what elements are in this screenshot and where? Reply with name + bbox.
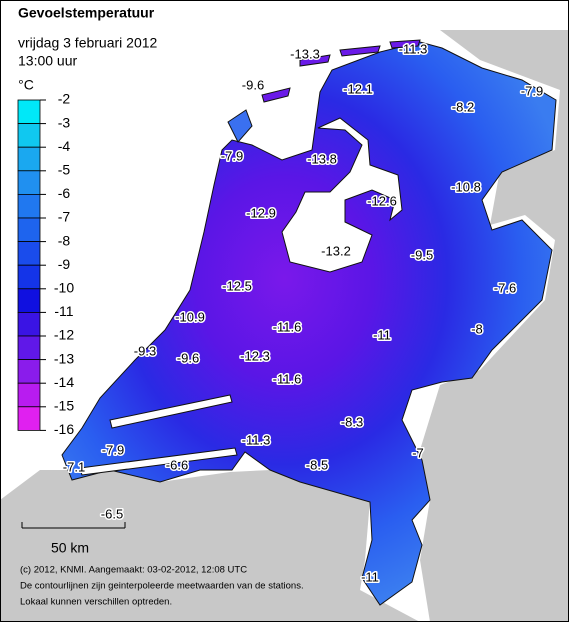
legend-swatch: [17, 288, 41, 313]
texel: [227, 109, 253, 143]
station-value: -7.6: [494, 280, 516, 295]
legend-swatch: [17, 146, 41, 172]
date: vrijdag 3 februari 2012: [18, 35, 158, 51]
station-value: -11: [373, 327, 391, 342]
legend-label: -4: [58, 138, 71, 154]
belgium: [0, 470, 420, 622]
station-value: -12.3: [240, 348, 270, 363]
legend-swatch: [17, 241, 41, 266]
station-value: -12.1: [343, 81, 373, 96]
station-value: -9.5: [411, 247, 433, 262]
schelde: [79, 447, 238, 476]
station-value: -6.5: [101, 506, 123, 521]
legend-label: -14: [54, 374, 74, 390]
footer-line: De contourlijnen zijn geinterpoleerde me…: [20, 581, 304, 592]
legend-label: -16: [54, 421, 74, 437]
station-value: -13.3: [290, 46, 320, 61]
station-value: -11.3: [399, 41, 428, 56]
legend-swatch: [17, 99, 41, 125]
legend-label: -8: [58, 232, 71, 248]
station-value: -12.9: [246, 205, 276, 220]
time: 13:00 uur: [18, 53, 77, 69]
legend-label: -9: [58, 256, 71, 272]
legend-swatch: [17, 193, 41, 219]
legend-label: -11: [54, 303, 73, 319]
legend-swatch: [17, 335, 41, 361]
station-value: -7.1: [63, 459, 85, 474]
legend-swatch: [17, 123, 41, 148]
station-value: -9.3: [134, 343, 156, 358]
legend-unit: °C: [18, 77, 34, 93]
station-value: -11.3: [242, 432, 271, 447]
station-value: -7: [412, 445, 424, 460]
legend-label: -5: [58, 162, 71, 178]
station-value: -6.6: [166, 457, 188, 472]
legend-label: -3: [58, 114, 71, 130]
legend: -2 -3 -4 -5 -6 -7 -8 -9 -10 -11 -12 -13 -14 -15 -16: [17, 91, 74, 437]
legend-label: -2: [58, 91, 71, 107]
station-value: -10.8: [451, 179, 481, 194]
scale-label: 50 km: [51, 540, 89, 556]
wadden-islands: [261, 39, 421, 103]
legend-swatch: [17, 382, 41, 408]
station-value: -7.9: [102, 442, 124, 457]
netherlands: [61, 41, 557, 606]
station-value: -9.6: [177, 350, 199, 365]
station-value: -8.5: [306, 457, 328, 472]
station-value: -11.6: [273, 319, 302, 334]
station-value: -8: [471, 321, 483, 336]
legend-label: -7: [58, 209, 71, 225]
legend-label: -6: [58, 185, 71, 201]
station-labels: -13.3 -11.3 -9.6 -12.1 -8.2 -7.9 -7.9 -13.8 -12.…: [61, 40, 544, 586]
legend-swatch: [17, 170, 41, 195]
footer-line: (c) 2012, KNMI. Aangemaakt: 03-02-2012, …: [20, 565, 247, 576]
station-value: -7.9: [221, 148, 243, 163]
ijsselmeer: [281, 117, 403, 273]
station-value: -12.5: [222, 278, 252, 293]
station-value: -13.2: [321, 243, 351, 258]
westerschelde: [109, 394, 233, 429]
title: Gevoelstemperatuur: [18, 5, 155, 21]
legend-label: -15: [54, 398, 74, 414]
legend-swatch: [17, 359, 41, 384]
station-value: -7.9: [521, 83, 543, 98]
station-value: -10.9: [175, 309, 205, 324]
station-value: -11: [361, 569, 379, 584]
station-value: -9.6: [242, 77, 264, 92]
station-value: -11.6: [273, 371, 302, 386]
station-value: -8.3: [341, 414, 363, 429]
legend-label: -13: [54, 350, 74, 366]
legend-swatch: [17, 406, 41, 431]
legend-swatch: [17, 311, 41, 337]
footer-line: Lokaal kunnen verschillen optreden.: [20, 597, 172, 608]
station-value: -8.2: [452, 99, 474, 114]
germany: [420, 30, 569, 622]
legend-label: -10: [54, 280, 74, 296]
legend-swatch: [17, 217, 41, 243]
legend-label: -12: [54, 327, 74, 343]
station-value: -12.6: [367, 193, 397, 208]
station-value: -13.8: [307, 151, 337, 166]
legend-swatch: [17, 264, 41, 290]
